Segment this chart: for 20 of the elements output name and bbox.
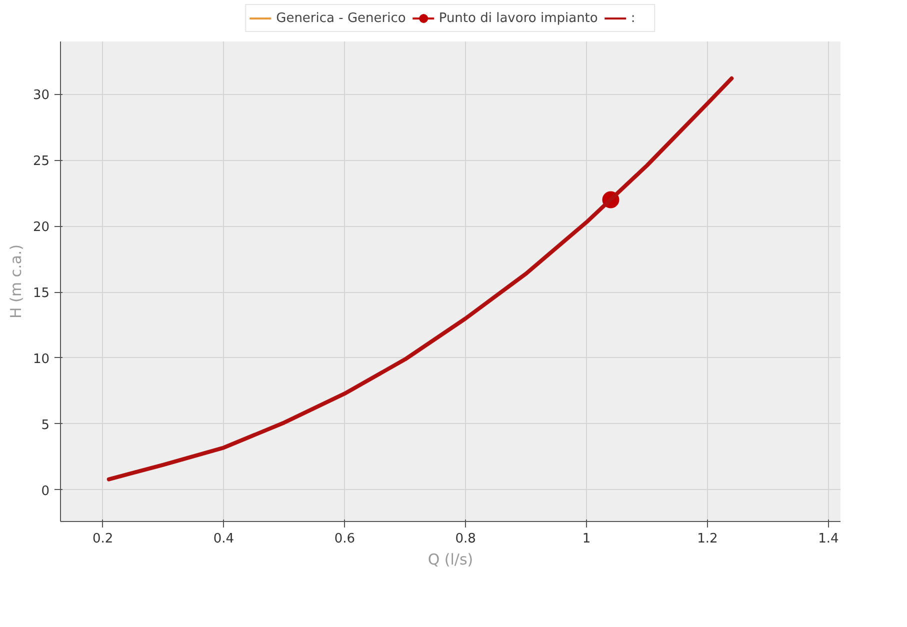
x-tick-label: 0.8 xyxy=(455,532,476,546)
x-tick-label: 0.2 xyxy=(92,532,114,546)
y-tick-label: 0 xyxy=(41,484,50,499)
y-tick-label: 5 xyxy=(41,418,50,433)
legend-label: Generica - Generico xyxy=(276,10,406,26)
y-tick-label: 20 xyxy=(32,220,50,236)
y-tick-label: 15 xyxy=(32,286,50,302)
x-tick-label: 0.4 xyxy=(213,532,234,546)
x-tick-label: 1.2 xyxy=(697,532,718,546)
y-tick-label: 30 xyxy=(32,88,50,104)
y-tick-label: 25 xyxy=(32,154,50,170)
x-tick-label: 1 xyxy=(582,532,591,546)
x-axis-title: Q (l/s) xyxy=(428,550,474,568)
x-tick-label: 1.4 xyxy=(818,532,839,546)
x-tick-label: 0.6 xyxy=(334,532,356,546)
line-series xyxy=(106,76,734,482)
y-tick-label: 10 xyxy=(32,352,50,367)
y-axis-title: H (m c.a.) xyxy=(6,244,25,319)
legend-label: : xyxy=(630,10,636,26)
legend-label: Punto di lavoro impianto xyxy=(438,10,598,26)
